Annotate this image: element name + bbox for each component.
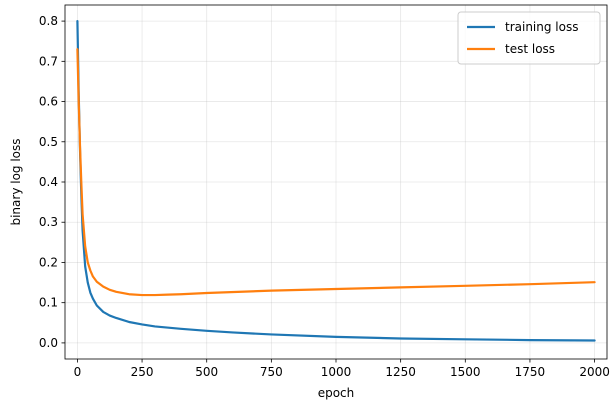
legend-box [457, 11, 601, 65]
y-axis-ticks: 0.0 0.1 0.2 0.3 0.4 0.5 0.6 0.7 0.8 [39, 14, 65, 350]
y-tick-label: 0.1 [39, 296, 58, 310]
y-axis-label: binary log loss [9, 138, 23, 225]
y-tick-label: 0.0 [39, 336, 58, 350]
series-line-training-loss [76, 19, 596, 342]
legend: training loss test loss [457, 11, 601, 65]
series-layer [76, 19, 596, 342]
y-tick-label: 0.4 [39, 175, 58, 189]
x-tick-label: 250 [131, 365, 154, 379]
x-tick-label: 500 [195, 365, 218, 379]
x-tick-label: 1750 [515, 365, 546, 379]
y-tick-label: 0.5 [39, 135, 58, 149]
x-tick-label: 1500 [450, 365, 481, 379]
x-axis-label: epoch [318, 386, 355, 400]
y-tick-label: 0.8 [39, 14, 58, 28]
y-grid-lines [65, 20, 607, 344]
x-axis-ticks: 0 250 500 750 1000 1250 1500 1750 2000 [74, 359, 610, 379]
y-tick-label: 0.7 [39, 54, 58, 68]
series-line-test-loss [76, 48, 596, 297]
legend-label-test-loss: test loss [505, 42, 555, 56]
x-tick-label: 0 [74, 365, 82, 379]
legend-label-training-loss: training loss [505, 20, 578, 34]
x-tick-label: 2000 [579, 365, 610, 379]
x-tick-label: 1250 [385, 365, 416, 379]
y-tick-label: 0.2 [39, 255, 58, 269]
y-tick-label: 0.3 [39, 215, 58, 229]
x-tick-label: 1000 [321, 365, 352, 379]
y-tick-label: 0.6 [39, 95, 58, 109]
x-tick-label: 750 [260, 365, 283, 379]
